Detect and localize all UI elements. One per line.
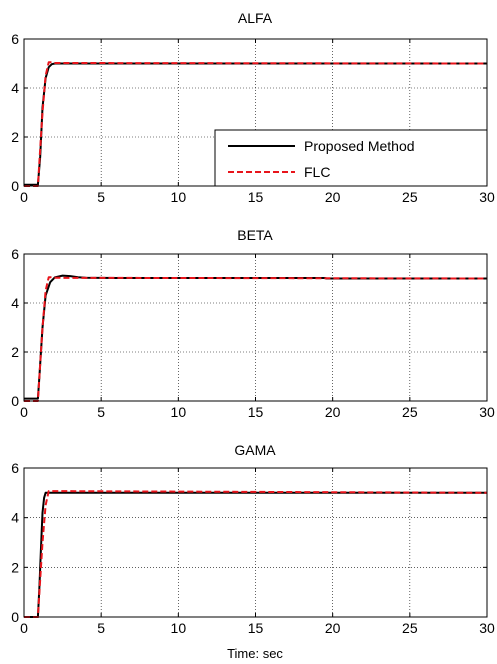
x-tick-label: 30 (479, 620, 495, 636)
x-tick-label: 10 (171, 404, 187, 420)
y-tick-label: 6 (11, 31, 19, 47)
subplot-title: GAMA (234, 442, 276, 458)
y-tick-label: 2 (11, 559, 19, 575)
y-tick-label: 4 (11, 80, 19, 96)
x-tick-label: 15 (248, 189, 264, 205)
y-tick-label: 0 (11, 609, 19, 625)
legend-label-proposed: Proposed Method (304, 138, 415, 154)
series-line-flc (24, 61, 488, 187)
x-tick-label: 0 (20, 620, 28, 636)
y-tick-label: 6 (11, 246, 19, 262)
x-tick-label: 15 (248, 620, 264, 636)
x-tick-label: 25 (402, 620, 418, 636)
x-tick-label: 10 (171, 620, 187, 636)
plot-area (24, 254, 487, 401)
x-tick-label: 5 (97, 620, 105, 636)
x-tick-label: 5 (97, 404, 105, 420)
y-tick-label: 0 (11, 393, 19, 409)
legend-box (214, 129, 488, 187)
x-axis-label: Time: sec (227, 646, 283, 661)
y-tick-label: 4 (11, 510, 19, 526)
x-tick-label: 15 (248, 404, 264, 420)
series-line-flc (24, 276, 488, 402)
x-tick-label: 0 (20, 404, 28, 420)
subplot-gama: GAMA 0 5 10 15 20 25 30 0 2 4 6 Time: sec (11, 442, 495, 661)
subplot-beta: BETA 0 5 10 15 20 25 30 0 2 4 6 (11, 227, 495, 420)
y-tick-label: 0 (11, 178, 19, 194)
subplot-title: BETA (237, 227, 273, 243)
y-tick-label: 6 (11, 460, 19, 476)
x-tick-label: 0 (20, 189, 28, 205)
x-tick-label: 5 (97, 189, 105, 205)
x-tick-label: 20 (325, 189, 341, 205)
subplot-title: ALFA (238, 10, 273, 26)
subplot-alfa: ALFA 0 5 10 15 20 25 30 0 2 4 6 Proposed Method FL… (11, 10, 495, 205)
x-tick-label: 30 (479, 189, 495, 205)
y-tick-label: 2 (11, 129, 19, 145)
x-tick-label: 20 (325, 620, 341, 636)
legend: Proposed Method FLC (214, 129, 488, 187)
x-tick-label: 30 (479, 404, 495, 420)
legend-label-flc: FLC (304, 164, 330, 180)
x-tick-label: 25 (402, 404, 418, 420)
y-tick-label: 4 (11, 295, 19, 311)
x-tick-label: 20 (325, 404, 341, 420)
y-tick-label: 2 (11, 344, 19, 360)
x-tick-label: 25 (402, 189, 418, 205)
series-line-flc (24, 490, 488, 618)
x-tick-label: 10 (171, 189, 187, 205)
